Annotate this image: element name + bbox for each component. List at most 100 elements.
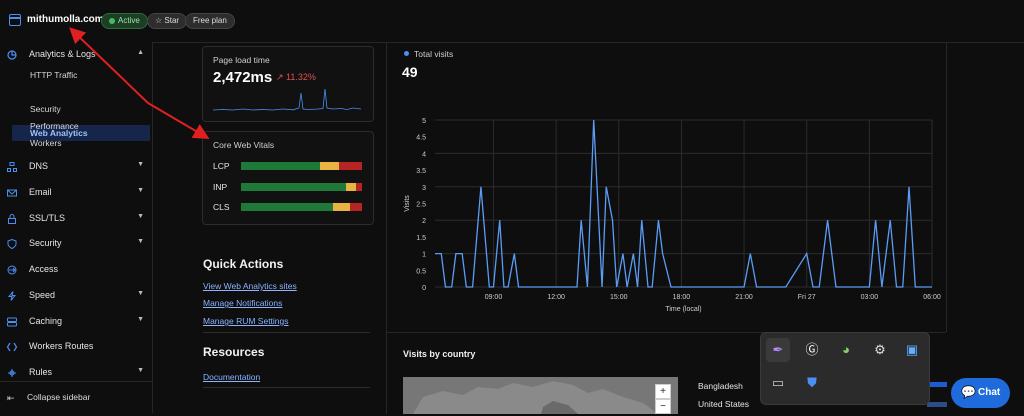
total-visits-label: Total visits [414, 49, 454, 59]
display-icon[interactable]: ▣ [905, 342, 919, 357]
bolt-icon [7, 291, 17, 301]
y-tick-label: 5 [422, 118, 426, 125]
page-load-delta: ↗ 11.32% [276, 72, 316, 83]
cwv-poor-segment [339, 162, 362, 170]
y-tick-label: 4 [422, 151, 426, 158]
cwv-label-lcp: LCP [213, 161, 230, 171]
page-load-sparkline [213, 88, 361, 111]
chat-button[interactable]: 💬 Chat [951, 378, 1010, 408]
sidebar-item-email[interactable]: Email ▼ [0, 184, 152, 202]
sidebar-item-label: Email [29, 187, 52, 197]
sidebar-item-rules[interactable]: Rules ▼ [0, 364, 152, 382]
sidebar-item-ssl-tls[interactable]: SSL/TLS ▼ [0, 210, 152, 228]
analytics-icon [7, 50, 17, 60]
sidebar-item-workers-routes[interactable]: Workers Routes [0, 338, 152, 356]
sidebar-item-dns[interactable]: DNS ▼ [0, 158, 152, 176]
shield-icon [7, 239, 17, 249]
workers-icon [7, 342, 17, 352]
cwv-good-segment [241, 203, 333, 211]
page-load-delta-value: 11.32% [286, 72, 316, 82]
chevron-down-icon: ▼ [137, 367, 144, 374]
manage-notifications-link[interactable]: Manage Notifications [203, 298, 283, 308]
sidebar-item-label: Analytics & Logs [29, 49, 96, 59]
tool-icon[interactable]: ⚙ [874, 342, 886, 357]
sidebar-subitem-label: Web Analytics [30, 128, 88, 138]
sidebar-item-security[interactable]: Security ▼ [0, 235, 152, 253]
access-icon [7, 265, 17, 275]
sidebar-subitem-security[interactable]: Security [30, 104, 61, 114]
feather-icon[interactable]: ✒ [766, 338, 790, 362]
x-tick-label: Fri 27 [798, 294, 816, 301]
chevron-down-icon: ▼ [137, 290, 144, 297]
status-badge: Active [101, 13, 148, 29]
y-tick-label: 0.5 [416, 268, 426, 275]
sidebar-subitem-http-traffic[interactable]: HTTP Traffic [30, 70, 78, 80]
sidebar-item-analytics[interactable]: Analytics & Logs ▲ [0, 46, 152, 64]
y-tick-label: 2 [422, 218, 426, 225]
lock-icon [8, 214, 16, 224]
x-tick-label: 03:00 [861, 294, 879, 301]
page-load-title: Page load time [213, 55, 270, 65]
chat-bubble-icon[interactable]: ▭ [771, 375, 785, 390]
sidebar-subitem-performance[interactable]: Performance [30, 121, 79, 131]
sidebar-item-caching[interactable]: Caching ▼ [0, 313, 152, 331]
x-tick-label: 18:00 [673, 294, 691, 301]
status-dot-icon [109, 18, 115, 24]
sidebar-item-speed[interactable]: Speed ▼ [0, 287, 152, 305]
rules-icon [8, 369, 16, 377]
documentation-link[interactable]: Documentation [203, 372, 261, 382]
country-name: Bangladesh [698, 381, 743, 391]
zoom-out-button[interactable]: − [655, 399, 671, 414]
sidebar-subitem-web-analytics[interactable]: Web Analytics [12, 125, 150, 141]
plan-badge: Free plan [185, 13, 235, 29]
x-tick-label: 21:00 [735, 294, 753, 301]
zoom-in-button[interactable]: + [655, 384, 671, 399]
cwv-needs-improvement-segment [319, 162, 339, 170]
site-name[interactable]: mithumolla.com [27, 14, 104, 25]
chevron-down-icon: ▼ [137, 238, 144, 245]
chevron-down-icon: ▼ [137, 187, 144, 194]
cwv-bar-cls [241, 203, 362, 211]
cwv-bar-lcp [241, 162, 362, 170]
y-tick-label: 1 [422, 252, 426, 259]
y-tick-label: 0 [422, 285, 426, 292]
chevron-down-icon: ▼ [137, 316, 144, 323]
y-tick-label: 1.5 [416, 235, 426, 242]
star-icon: ☆ [155, 16, 165, 25]
core-web-vitals-title: Core Web Vitals [213, 140, 275, 150]
defender-warning-icon[interactable]: ⛊ [807, 375, 817, 390]
database-icon [7, 317, 17, 327]
sidebar: Analytics & Logs ▲ HTTP Traffic Web Anal… [0, 42, 153, 413]
manage-rum-settings-link[interactable]: Manage RUM Settings [203, 316, 289, 326]
collapse-sidebar-button[interactable]: ⇤ Collapse sidebar [0, 381, 152, 413]
world-map-shape [413, 381, 658, 414]
world-map[interactable] [403, 377, 678, 414]
visits-by-country-title: Visits by country [403, 349, 476, 359]
y-tick-label: 3 [422, 185, 426, 192]
dns-icon [7, 162, 17, 172]
country-bar [927, 402, 947, 407]
grammarly-icon[interactable]: Ⓖ [805, 342, 819, 357]
cwv-poor-segment [355, 183, 362, 191]
visits-by-country-panel: Visits by country + − Bangladesh United … [386, 332, 947, 414]
y-tick-label: 3.5 [416, 168, 426, 175]
y-axis-label: Visits [404, 195, 411, 212]
divider [203, 387, 370, 388]
x-tick-label: 06:00 [923, 294, 941, 301]
sidebar-item-label: Rules [29, 367, 53, 377]
cwv-good-segment [241, 183, 347, 191]
cwv-needs-improvement-segment [346, 183, 356, 191]
network-icon[interactable]: ◕ [842, 342, 850, 357]
sidebar-item-label: DNS [29, 161, 49, 171]
view-web-analytics-sites-link[interactable]: View Web Analytics sites [203, 281, 297, 291]
x-tick-label: 09:00 [485, 294, 503, 301]
y-tick-label: 4.5 [416, 135, 426, 142]
sidebar-item-access[interactable]: Access [0, 261, 152, 279]
cwv-good-segment [241, 162, 320, 170]
resources-title: Resources [203, 345, 265, 359]
total-visits-panel: Total visits 49 0 0.5 1 1.5 2 2.5 3 3.5 4 4.5 5 09:… [386, 42, 947, 332]
sidebar-subitem-workers[interactable]: Workers [30, 138, 62, 148]
star-button[interactable]: ☆ Star [147, 13, 188, 29]
x-tick-label: 12:00 [547, 294, 565, 301]
country-bar [927, 382, 947, 387]
